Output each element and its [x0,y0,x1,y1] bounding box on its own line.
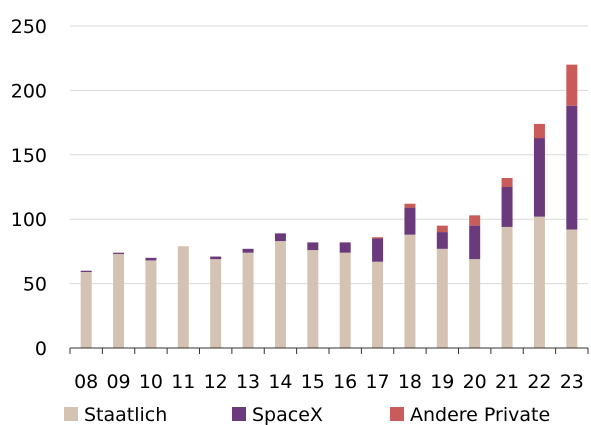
bar-andere-private-19 [436,225,448,233]
bar-spacex-22 [533,138,545,217]
bar-staatlich-11 [177,246,189,348]
bar-staatlich-19 [436,248,448,348]
bar-andere-private-18 [404,203,416,208]
bar-staatlich-10 [145,260,157,348]
y-tick-label: 250 [11,16,47,38]
y-tick-labels: 0 50 100 150 200 250 [11,16,47,360]
bar-staatlich-13 [242,252,254,348]
bar-staatlich-21 [501,226,513,348]
x-tick-label: 10 [139,371,163,393]
bar-andere-private-17 [372,237,384,239]
bar-staatlich-09 [113,253,125,348]
bar-staatlich-18 [404,234,416,348]
bar-spacex-16 [339,242,351,253]
x-tick-label: 21 [495,371,519,393]
x-tick-label: 14 [268,371,292,393]
y-tick-label: 200 [11,80,47,102]
bar-staatlich-22 [533,216,545,348]
bar-spacex-23 [566,105,578,230]
bar-staatlich-20 [469,259,481,348]
bar-andere-private-20 [469,215,481,226]
legend-label: Andere Private [410,404,550,425]
x-tick-label: 11 [171,371,195,393]
bar-spacex-19 [436,232,448,249]
x-tick-label: 19 [430,371,454,393]
bar-spacex-18 [404,207,416,235]
x-tick-labels: 08 09 10 11 12 13 14 15 16 17 18 19 20 21 22 23 [74,371,584,393]
legend-swatch-andere-private [390,407,404,421]
legend-label: Staatlich [84,404,167,425]
legend-swatch-spacex [232,407,246,421]
bar-andere-private-21 [501,177,513,187]
bar-andere-private-23 [566,64,578,106]
x-tick-label: 23 [560,371,584,393]
bar-spacex-08 [80,270,92,273]
bar-spacex-17 [372,238,384,262]
bar-spacex-09 [113,252,125,254]
legend-swatch-staatlich [64,407,78,421]
legend-label: SpaceX [252,404,323,425]
y-tick-label: 50 [23,274,47,296]
x-tick-label: 09 [106,371,130,393]
y-tick-label: 0 [35,338,47,360]
bar-spacex-10 [145,257,157,261]
x-tick-label: 13 [236,371,260,393]
bar-spacex-15 [307,242,319,251]
bar-staatlich-14 [274,241,286,348]
legend: Staatlich SpaceX Andere Private [64,404,550,425]
x-tick-label: 12 [204,371,228,393]
bar-staatlich-15 [307,250,319,348]
x-tick-label: 16 [333,371,357,393]
bar-spacex-20 [469,225,481,260]
x-tick-label: 20 [463,371,487,393]
bar-spacex-14 [274,233,286,242]
x-tick-label: 18 [398,371,422,393]
bar-staatlich-16 [339,252,351,348]
x-tick-label: 22 [527,371,551,393]
x-tick-label: 08 [74,371,98,393]
bars [80,64,578,348]
bar-spacex-12 [210,256,222,260]
axes [69,347,589,354]
bar-staatlich-08 [80,272,92,348]
bar-spacex-13 [242,248,254,253]
bar-staatlich-17 [372,261,384,348]
y-tick-label: 150 [11,145,47,167]
x-tick-label: 17 [365,371,389,393]
bar-spacex-21 [501,187,513,227]
bar-staatlich-23 [566,229,578,348]
bar-andere-private-22 [533,123,545,139]
x-tick-label: 15 [301,371,325,393]
bar-staatlich-12 [210,259,222,348]
y-tick-label: 100 [11,209,47,231]
